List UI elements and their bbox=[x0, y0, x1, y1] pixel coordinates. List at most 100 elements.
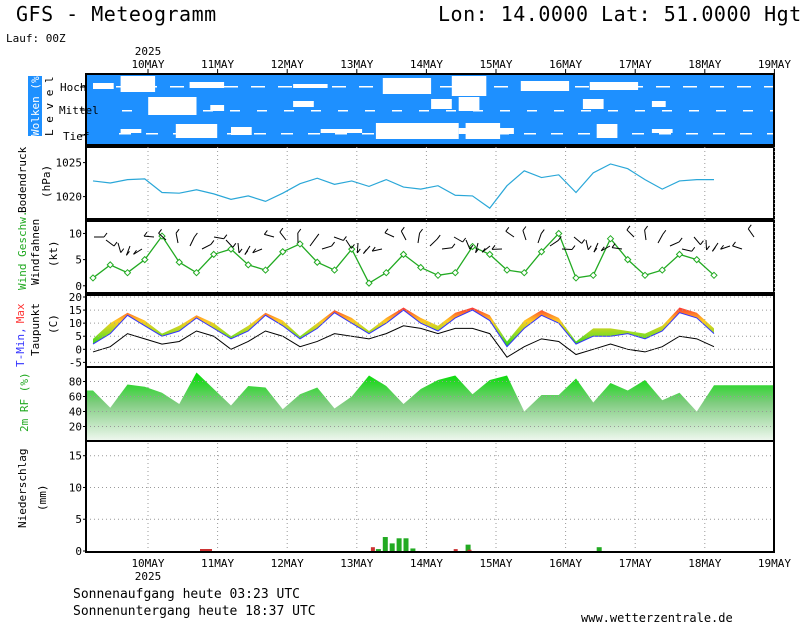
cloud-trace-mid bbox=[500, 110, 510, 112]
wind-speed-point bbox=[313, 258, 321, 266]
cloud-block bbox=[596, 124, 618, 138]
precip-bar-green bbox=[375, 549, 381, 551]
cloud-label: Wolken (%) bbox=[29, 70, 42, 136]
cloud-trace-mid bbox=[689, 110, 699, 112]
wind-barb-flag bbox=[626, 225, 631, 231]
cloud-block bbox=[458, 97, 480, 111]
wind-layer bbox=[89, 224, 755, 287]
wind-barb bbox=[601, 245, 611, 252]
location-coords: Lon: 14.0000 Lat: 51.0000 Hgt: 2 bbox=[438, 2, 800, 26]
wind-barbs-label: Windfahnen bbox=[29, 219, 42, 285]
cloud-trace-low bbox=[551, 133, 563, 135]
precip-bar-green bbox=[596, 547, 602, 551]
precip-unit: (mm) bbox=[36, 485, 49, 512]
wind-barb-flag bbox=[451, 243, 456, 249]
cloud-trace-high bbox=[683, 86, 697, 88]
wind-barb-flag bbox=[691, 246, 696, 252]
precip-bar-trace bbox=[200, 549, 212, 551]
date-label-top: 15MAY bbox=[479, 58, 512, 71]
wind-speed-point bbox=[399, 250, 408, 259]
wind-speed-point bbox=[192, 268, 201, 277]
wind-barb bbox=[429, 238, 438, 247]
date-label-top: 19MAY bbox=[758, 58, 791, 71]
cloud-block bbox=[120, 129, 142, 133]
wind-barb-flag bbox=[133, 249, 137, 255]
date-label-bottom: 12MAY bbox=[271, 557, 304, 570]
wind-barb-flag bbox=[331, 241, 335, 247]
sunset-text: Sonnenuntergang heute 18:37 UTC bbox=[73, 604, 316, 619]
date-label-top: 18MAY bbox=[688, 58, 721, 71]
cloud-trace-low bbox=[254, 133, 266, 135]
wind-speed-point bbox=[520, 268, 528, 277]
wind-barb bbox=[657, 234, 664, 244]
y-tick-label: 1020 bbox=[56, 191, 83, 204]
cloud-trace-mid bbox=[743, 110, 753, 112]
pressure-panel-frame bbox=[85, 146, 775, 220]
temp-unit: (C) bbox=[47, 314, 60, 334]
cloud-trace-low bbox=[281, 133, 293, 135]
cloud-trace-mid bbox=[473, 110, 483, 112]
wind-barb bbox=[345, 239, 352, 249]
wind-barb bbox=[372, 248, 383, 252]
y-tick-label: 60 bbox=[69, 391, 82, 404]
wind-speed-point bbox=[486, 250, 494, 259]
wind-speed-point bbox=[417, 263, 425, 272]
wind-barb bbox=[585, 239, 589, 250]
wind-barb bbox=[705, 239, 708, 251]
wind-barb-flag bbox=[481, 247, 486, 253]
cloud-trace-high bbox=[224, 86, 238, 88]
wind-barb-flag bbox=[297, 228, 302, 234]
cloud-trace-mid bbox=[284, 110, 294, 112]
cloud-trace-low bbox=[794, 133, 800, 135]
wind-barb-flag bbox=[356, 248, 361, 254]
pressure-label: Bodendruck bbox=[16, 146, 29, 213]
website-link[interactable]: www.wetterzentrale.de bbox=[581, 611, 733, 625]
cloud-block bbox=[231, 127, 252, 135]
cloud-block bbox=[120, 76, 156, 92]
wind-barb-flag bbox=[384, 228, 389, 234]
temp-range-area bbox=[93, 307, 714, 347]
cloud-label-bg bbox=[28, 76, 42, 136]
wind-barb-flag bbox=[223, 234, 228, 240]
cloud-trace-mid bbox=[149, 110, 159, 112]
cloud-trace-high bbox=[197, 86, 211, 88]
wind-barb-flag bbox=[462, 237, 467, 243]
y-tick-label: 10 bbox=[69, 227, 82, 240]
wind-barb-flag bbox=[238, 248, 243, 254]
cloud-trace-low bbox=[173, 133, 185, 135]
wind-speed-point bbox=[261, 266, 270, 274]
date-label-top: 14MAY bbox=[410, 58, 443, 71]
precip-panel-frame bbox=[85, 440, 775, 553]
y-tick-label: 20 bbox=[69, 421, 82, 434]
wind-speed-point bbox=[106, 261, 114, 269]
wind-barb-flag bbox=[193, 232, 198, 238]
cloud-trace-mid bbox=[419, 110, 429, 112]
wind-barb bbox=[669, 241, 680, 247]
cloud-block bbox=[93, 83, 114, 89]
wind-speed-label: Wind Geschw. bbox=[16, 211, 29, 290]
cloud-trace-high bbox=[386, 86, 400, 88]
wind-barb-flag bbox=[175, 228, 180, 234]
dewpoint-label: Taupunkt bbox=[29, 303, 42, 356]
date-label-top: 13MAY bbox=[340, 58, 373, 71]
wind-barb-flag bbox=[491, 245, 496, 250]
wind-speed-point bbox=[451, 268, 459, 277]
wind-speed-point bbox=[210, 250, 218, 259]
precip-bar-green bbox=[403, 538, 409, 551]
cloud-trace-high bbox=[143, 86, 157, 88]
wind-barb bbox=[681, 248, 692, 252]
y-tick-label: 0 bbox=[75, 343, 82, 356]
humidity-label: 2m RF (%) bbox=[18, 372, 31, 432]
cloud-trace-low bbox=[335, 133, 347, 135]
wind-barb-flag bbox=[593, 247, 598, 253]
wind-barb-flag bbox=[436, 234, 441, 240]
cloud-trace-mid bbox=[662, 110, 672, 112]
wind-barb bbox=[105, 239, 115, 247]
wind-barb bbox=[175, 233, 179, 244]
wind-barb-flag bbox=[252, 248, 257, 254]
date-label-bottom: 16MAY bbox=[549, 557, 582, 570]
y-tick-label: 20 bbox=[69, 291, 82, 304]
date-label-bottom: 14MAY bbox=[410, 557, 443, 570]
